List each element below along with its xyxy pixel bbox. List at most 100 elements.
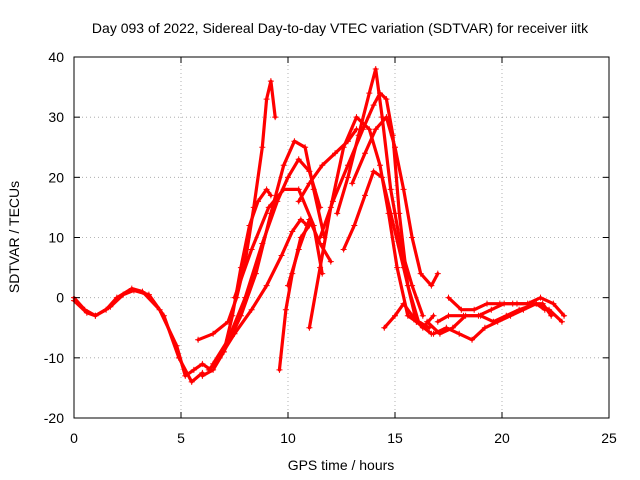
x-tick-label: 10 bbox=[280, 430, 296, 446]
data-point bbox=[516, 306, 523, 313]
data-point bbox=[550, 300, 557, 307]
data-point bbox=[424, 318, 431, 325]
data-point bbox=[175, 354, 182, 361]
data-point bbox=[120, 291, 127, 298]
series-line bbox=[217, 217, 309, 360]
data-point bbox=[372, 126, 379, 133]
data-point bbox=[366, 126, 373, 133]
data-point bbox=[379, 174, 386, 181]
x-tick-label: 25 bbox=[601, 430, 617, 446]
y-tick-label: 40 bbox=[48, 49, 64, 65]
data-point bbox=[409, 282, 416, 289]
data-point bbox=[295, 246, 302, 253]
data-point bbox=[477, 312, 484, 319]
data-point bbox=[370, 168, 377, 175]
data-point bbox=[503, 312, 510, 319]
data-point bbox=[295, 186, 302, 193]
data-point bbox=[428, 282, 435, 289]
data-point bbox=[481, 324, 488, 331]
data-point bbox=[263, 96, 270, 103]
data-point bbox=[229, 312, 236, 319]
data-point bbox=[216, 354, 223, 361]
data-point bbox=[434, 318, 441, 325]
data-point bbox=[259, 144, 266, 151]
data-point bbox=[280, 162, 287, 169]
data-point bbox=[317, 264, 324, 271]
series-line bbox=[446, 296, 566, 318]
data-point bbox=[237, 264, 244, 271]
data-point bbox=[130, 287, 137, 294]
data-point bbox=[319, 162, 326, 169]
data-point bbox=[351, 222, 358, 229]
data-point bbox=[263, 186, 270, 193]
grid bbox=[74, 57, 609, 418]
data-point bbox=[377, 162, 384, 169]
data-point bbox=[205, 366, 212, 373]
data-point bbox=[383, 96, 390, 103]
series-sat-n bbox=[295, 126, 360, 205]
data-point bbox=[372, 66, 379, 73]
data-point bbox=[353, 114, 360, 121]
x-tick-label: 5 bbox=[177, 430, 185, 446]
data-point bbox=[558, 318, 565, 325]
data-point bbox=[263, 282, 270, 289]
data-point bbox=[409, 234, 416, 241]
data-point bbox=[496, 300, 503, 307]
data-point bbox=[317, 204, 324, 211]
data-point bbox=[317, 234, 324, 241]
data-point bbox=[445, 312, 452, 319]
data-point bbox=[400, 264, 407, 271]
data-point bbox=[340, 246, 347, 253]
data-point bbox=[329, 198, 336, 205]
data-point bbox=[280, 186, 287, 193]
data-point bbox=[561, 312, 568, 319]
data-point bbox=[445, 294, 452, 301]
x-axis-label: GPS time / hours bbox=[288, 457, 395, 473]
series-line bbox=[382, 302, 436, 330]
y-axis-label: SDTVAR / TECUs bbox=[6, 181, 22, 293]
data-point bbox=[272, 114, 279, 121]
data-point bbox=[490, 318, 497, 325]
data-point bbox=[430, 312, 437, 319]
data-point bbox=[92, 312, 99, 319]
data-point bbox=[387, 186, 394, 193]
x-axis: 0 5 10 15 20 25 bbox=[70, 57, 617, 446]
series-sat-p bbox=[349, 114, 441, 289]
data-point bbox=[289, 228, 296, 235]
y-tick-label: 10 bbox=[48, 230, 64, 246]
series-line bbox=[297, 127, 359, 203]
data-point bbox=[210, 360, 217, 367]
data-point bbox=[469, 336, 476, 343]
series-line bbox=[335, 67, 425, 318]
data-point bbox=[392, 144, 398, 151]
data-point bbox=[332, 150, 339, 157]
data-point bbox=[471, 306, 478, 313]
data-point bbox=[417, 270, 424, 277]
data-point bbox=[248, 306, 255, 313]
data-point bbox=[400, 186, 407, 193]
data-point bbox=[145, 291, 152, 298]
data-point bbox=[327, 258, 334, 265]
data-point bbox=[210, 330, 217, 337]
data-point bbox=[83, 309, 90, 316]
series-line bbox=[72, 288, 204, 384]
data-point bbox=[295, 156, 302, 163]
data-point bbox=[383, 114, 390, 121]
series-sat-u bbox=[434, 300, 548, 325]
series-line bbox=[196, 79, 277, 342]
data-point bbox=[370, 102, 377, 109]
data-point bbox=[419, 324, 426, 331]
data-point bbox=[306, 216, 313, 223]
data-point bbox=[188, 378, 195, 385]
data-point bbox=[231, 330, 238, 337]
data-point bbox=[248, 246, 255, 253]
data-point bbox=[344, 138, 351, 145]
data-point bbox=[291, 138, 298, 145]
series-line bbox=[342, 169, 433, 336]
data-point bbox=[265, 204, 272, 211]
data-point bbox=[355, 132, 362, 139]
data-point bbox=[199, 372, 206, 379]
data-point bbox=[353, 126, 360, 133]
data-point bbox=[362, 150, 369, 157]
data-point bbox=[285, 282, 291, 289]
